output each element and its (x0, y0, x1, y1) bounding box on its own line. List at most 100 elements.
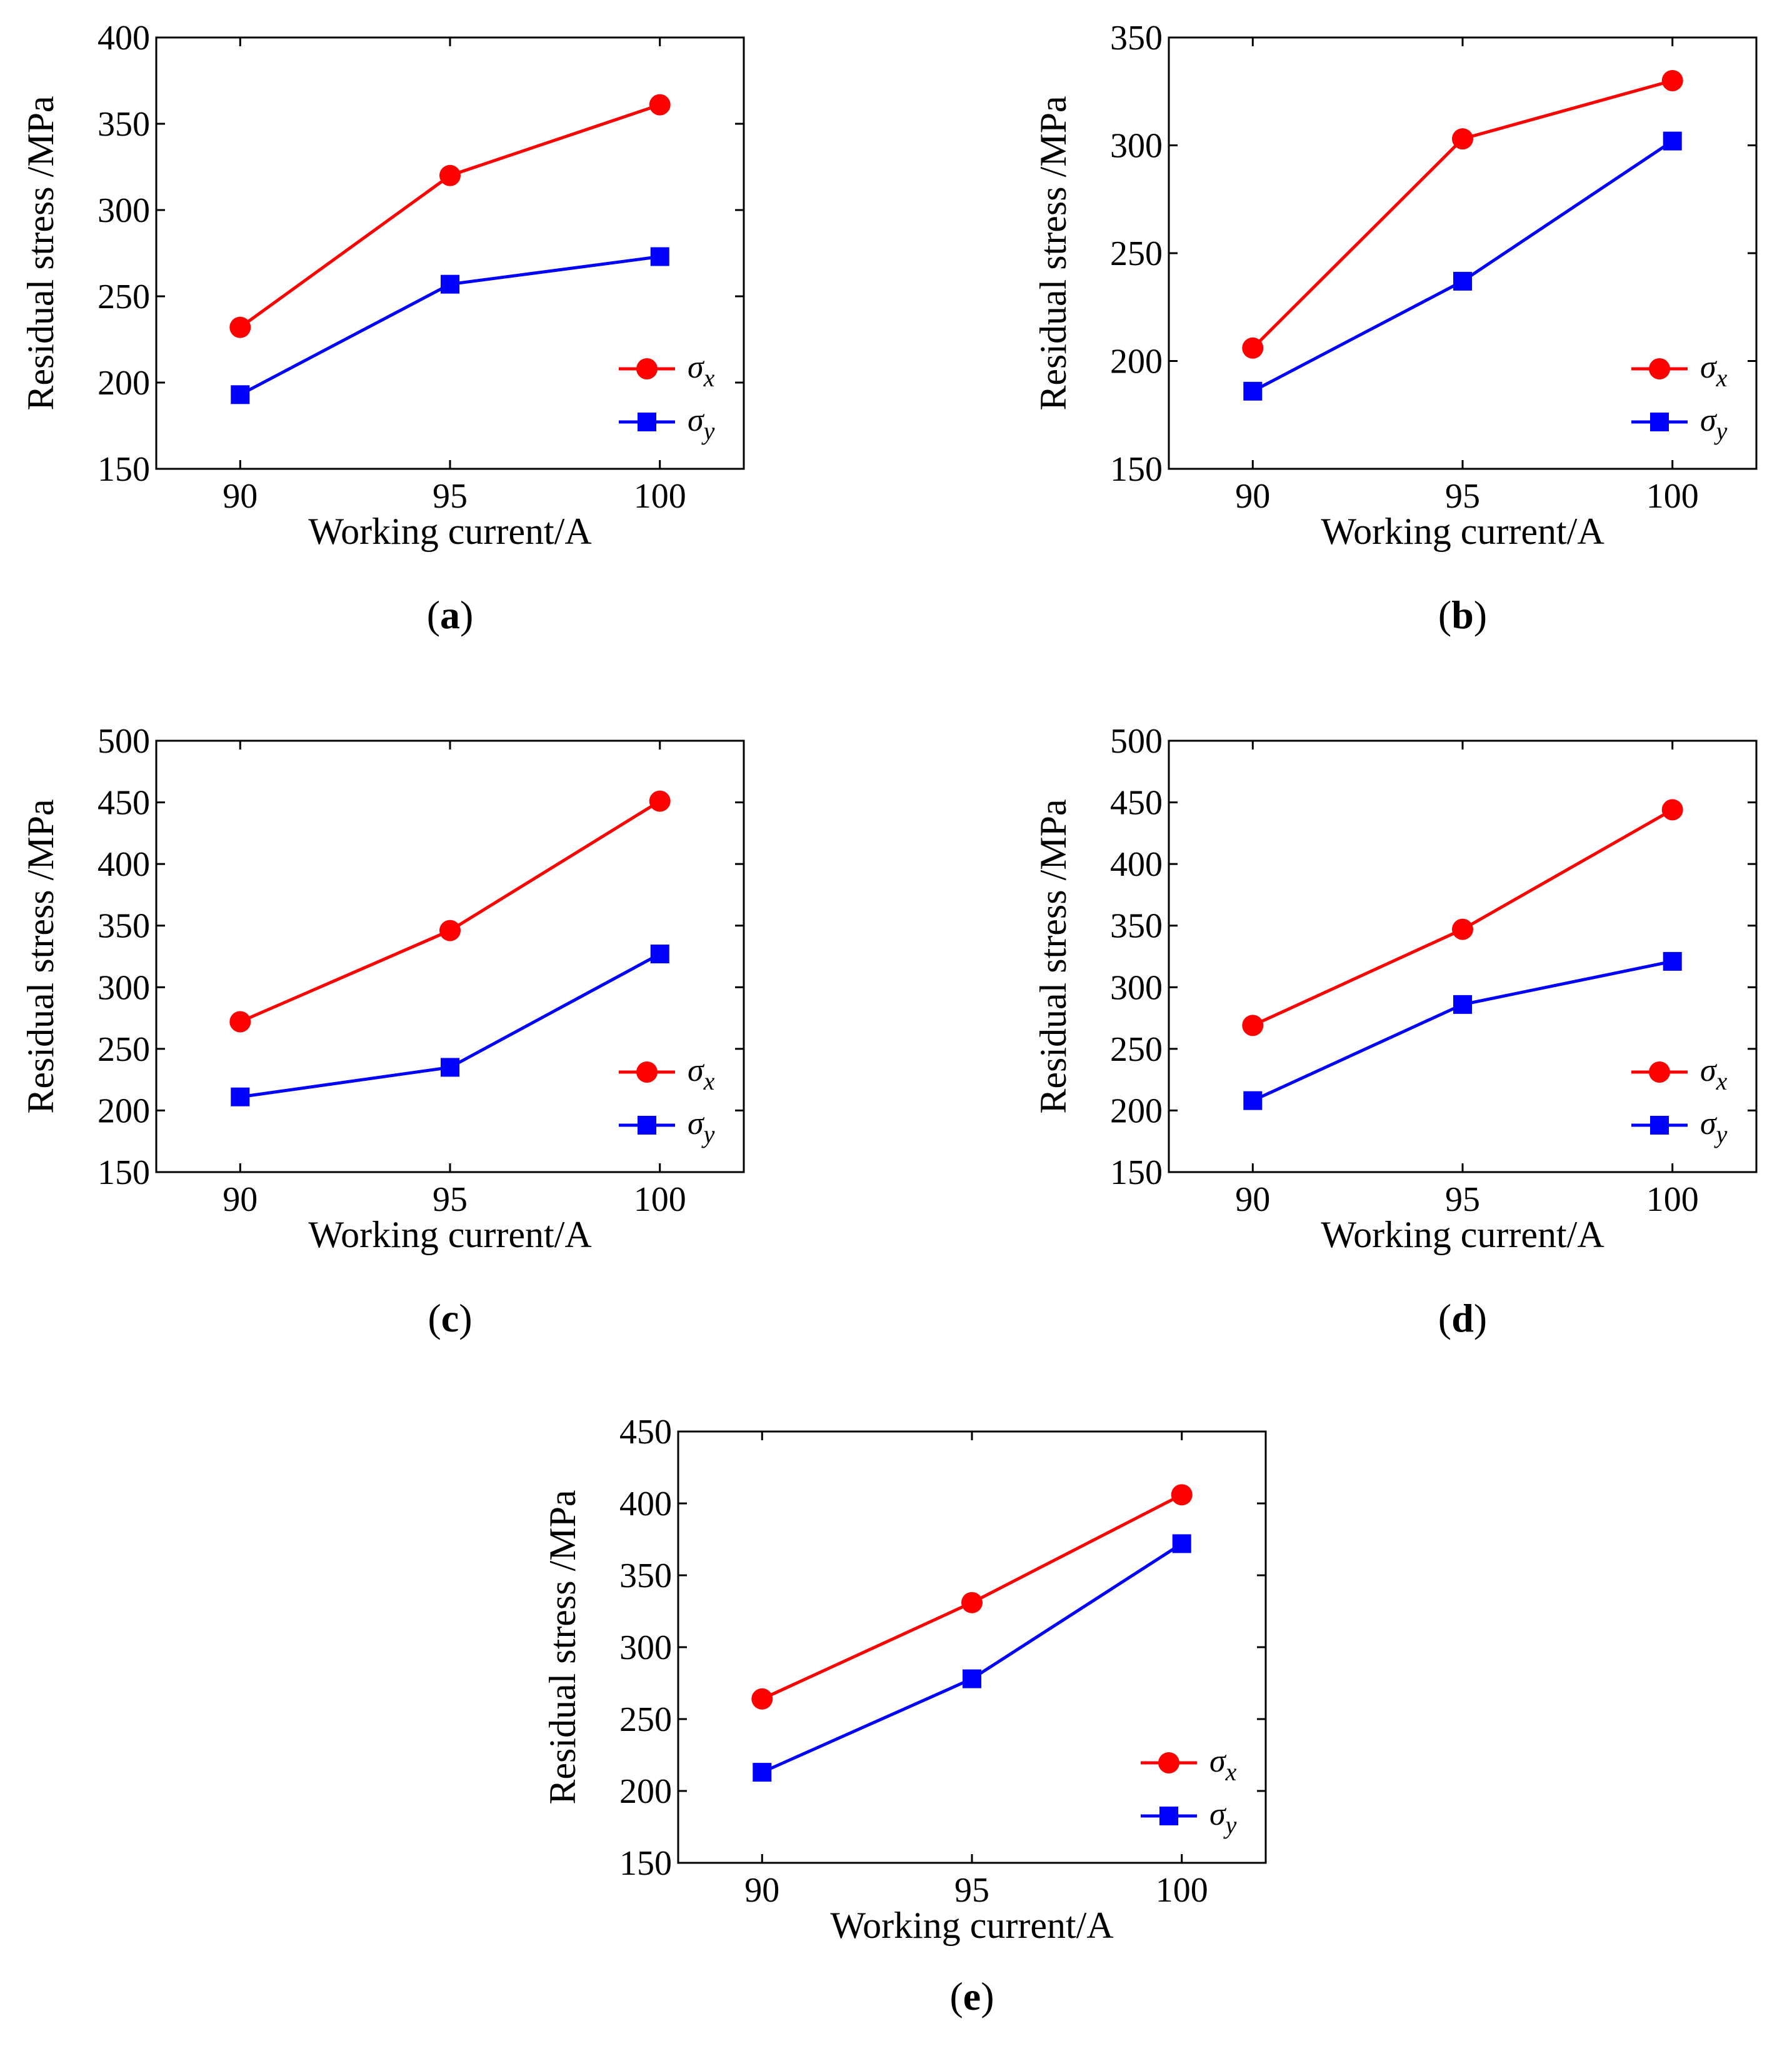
legend-label-sigma-x: σx (1209, 1743, 1237, 1786)
legend-marker-sigma-x (1649, 1061, 1670, 1083)
y-tick-label: 400 (619, 1485, 672, 1523)
panel-caption: (a) (427, 593, 474, 637)
y-tick-label: 400 (98, 19, 150, 58)
data-point-sigma-y (1243, 1091, 1263, 1110)
legend-label-sigma-x: σx (1700, 349, 1728, 392)
y-tick-label: 300 (1110, 127, 1163, 166)
y-tick-label: 300 (98, 968, 150, 1007)
data-point-sigma-x (1242, 337, 1264, 359)
x-axis-label: Working current/A (1321, 1214, 1604, 1255)
y-tick-label: 250 (98, 278, 150, 316)
series-line-sigma-x (239, 103, 661, 329)
y-tick-label: 500 (1110, 722, 1163, 761)
legend-marker-sigma-y (638, 413, 656, 431)
data-point-sigma-y (441, 274, 459, 294)
x-tick-label: 90 (223, 1180, 258, 1219)
data-point-sigma-x (751, 1688, 773, 1710)
legend-label-sigma-y: σy (1209, 1797, 1237, 1839)
data-point-sigma-x (961, 1592, 983, 1613)
y-tick-label: 300 (98, 191, 150, 230)
y-tick-label: 200 (619, 1772, 672, 1811)
data-point-sigma-x (439, 920, 461, 941)
legend: σx σy (1631, 349, 1728, 445)
chart-panel-d: 150 200 250 300 350 400 450 500 90 95 100 Working c… (1033, 722, 1758, 1340)
x-tick-label: 100 (1156, 1871, 1208, 1910)
series-line-sigma-y (1252, 960, 1673, 1102)
plot-frame (1168, 36, 1758, 470)
legend-label-sigma-y: σy (1700, 1106, 1728, 1148)
legend-label-sigma-x: σx (688, 1053, 715, 1095)
y-tick-label: 400 (98, 845, 150, 884)
panel-caption: (b) (1438, 593, 1487, 637)
x-tick-label: 100 (1646, 1180, 1699, 1219)
legend: σx σy (619, 1053, 715, 1148)
legend-marker-sigma-y (1650, 413, 1669, 431)
legend-label-sigma-x: σx (1700, 1053, 1728, 1095)
data-point-sigma-x (1452, 128, 1473, 150)
data-point-sigma-y (753, 1763, 772, 1782)
x-tick-label: 100 (1646, 477, 1699, 516)
x-tick-label: 100 (634, 477, 686, 516)
series-line-sigma-y (1252, 139, 1674, 393)
chart-panel-a: 150 200 250 300 350 400 90 95 100 Working current… (20, 19, 745, 637)
x-tick-label: 95 (954, 1871, 989, 1910)
panel-caption: (e) (949, 1974, 994, 2018)
y-tick-label: 350 (98, 907, 150, 946)
y-tick-label: 300 (619, 1628, 672, 1667)
y-tick-label: 350 (1110, 907, 1163, 946)
legend-label-sigma-y: σy (1700, 403, 1728, 445)
y-tick-label: 200 (98, 1091, 150, 1130)
y-tick-label: 150 (1110, 450, 1163, 489)
y-tick-label: 150 (1110, 1153, 1163, 1192)
y-tick-label: 350 (619, 1557, 672, 1595)
data-point-sigma-y (1172, 1534, 1191, 1553)
y-tick-label: 200 (1110, 1091, 1163, 1130)
y-axis-label: Residual stress /MPa (20, 799, 61, 1113)
x-tick-label: 95 (433, 477, 468, 516)
y-tick-label: 450 (98, 784, 150, 823)
x-axis-label: Working current/A (1321, 511, 1604, 552)
data-point-sigma-x (1661, 799, 1683, 821)
data-point-sigma-x (1661, 70, 1683, 91)
data-point-sigma-y (963, 1669, 981, 1688)
data-point-sigma-y (441, 1058, 459, 1077)
y-tick-label: 250 (1110, 234, 1163, 273)
data-point-sigma-x (229, 316, 251, 338)
x-tick-label: 90 (1235, 1180, 1270, 1219)
data-point-sigma-y (1243, 381, 1263, 401)
legend-marker-sigma-x (1158, 1752, 1179, 1773)
data-point-sigma-y (231, 385, 250, 404)
chart-panel-e: 150 200 250 300 350 400 450 90 95 100 Working curr… (542, 1413, 1267, 2018)
y-tick-label: 200 (98, 364, 150, 403)
y-tick-label: 150 (98, 450, 150, 489)
y-tick-label: 250 (619, 1700, 672, 1739)
legend-marker-sigma-x (1649, 358, 1670, 379)
y-axis-label: Residual stress /MPa (20, 96, 61, 410)
data-point-sigma-y (1663, 951, 1682, 971)
data-point-sigma-x (229, 1011, 251, 1033)
legend-marker-sigma-x (636, 1061, 658, 1083)
data-point-sigma-y (231, 1087, 250, 1106)
data-point-sigma-x (1242, 1015, 1264, 1036)
data-point-sigma-x (649, 790, 671, 812)
panel-caption: (d) (1438, 1296, 1487, 1340)
legend: σx σy (1141, 1743, 1237, 1839)
legend-label-sigma-x: σx (688, 349, 715, 392)
series-line-sigma-y (761, 1542, 1183, 1774)
y-tick-label: 450 (1110, 784, 1163, 823)
x-tick-label: 95 (433, 1180, 468, 1219)
x-tick-label: 95 (1445, 477, 1480, 516)
series-line-sigma-x (1251, 79, 1673, 349)
data-point-sigma-y (650, 945, 669, 964)
y-tick-label: 150 (98, 1153, 150, 1192)
legend: σx σy (1631, 1053, 1728, 1148)
x-axis-label: Working current/A (308, 1214, 591, 1255)
data-point-sigma-x (1171, 1484, 1193, 1506)
x-tick-label: 90 (223, 477, 258, 516)
y-tick-label: 350 (1110, 19, 1163, 58)
x-tick-label: 90 (744, 1871, 779, 1910)
chart-panel-c: 150 200 250 300 350 400 450 500 90 95 100 Working c… (20, 722, 745, 1340)
y-tick-label: 250 (98, 1030, 150, 1069)
data-point-sigma-x (1452, 918, 1473, 940)
legend-marker-sigma-x (636, 358, 658, 379)
